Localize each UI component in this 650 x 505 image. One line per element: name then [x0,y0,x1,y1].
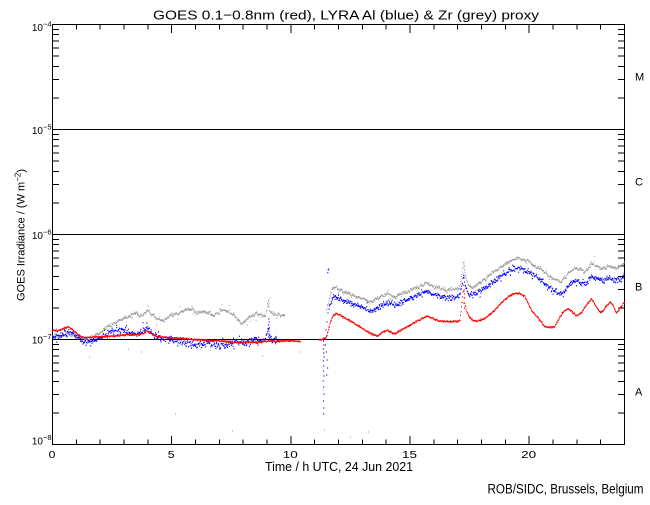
svg-text:10: 10 [283,450,299,461]
svg-text:B: B [635,282,642,294]
svg-text:C: C [635,177,643,189]
svg-text:Time / h UTC, 24 Jun 2021: Time / h UTC, 24 Jun 2021 [265,459,413,474]
svg-text:ROB/SIDC, Brussels, Belgium: ROB/SIDC, Brussels, Belgium [488,482,644,497]
svg-text:M: M [635,72,644,84]
svg-text:GOES 0.1−0.8nm (red), LYRA Al: GOES 0.1−0.8nm (red), LYRA Al (blue) & Z… [153,8,540,23]
svg-text:20: 20 [521,450,537,461]
svg-text:GOES Irradiance / (W m−2): GOES Irradiance / (W m−2) [14,169,28,301]
svg-text:15: 15 [402,450,418,461]
svg-text:0: 0 [49,450,56,461]
svg-text:A: A [635,387,643,399]
svg-text:5: 5 [168,450,175,461]
